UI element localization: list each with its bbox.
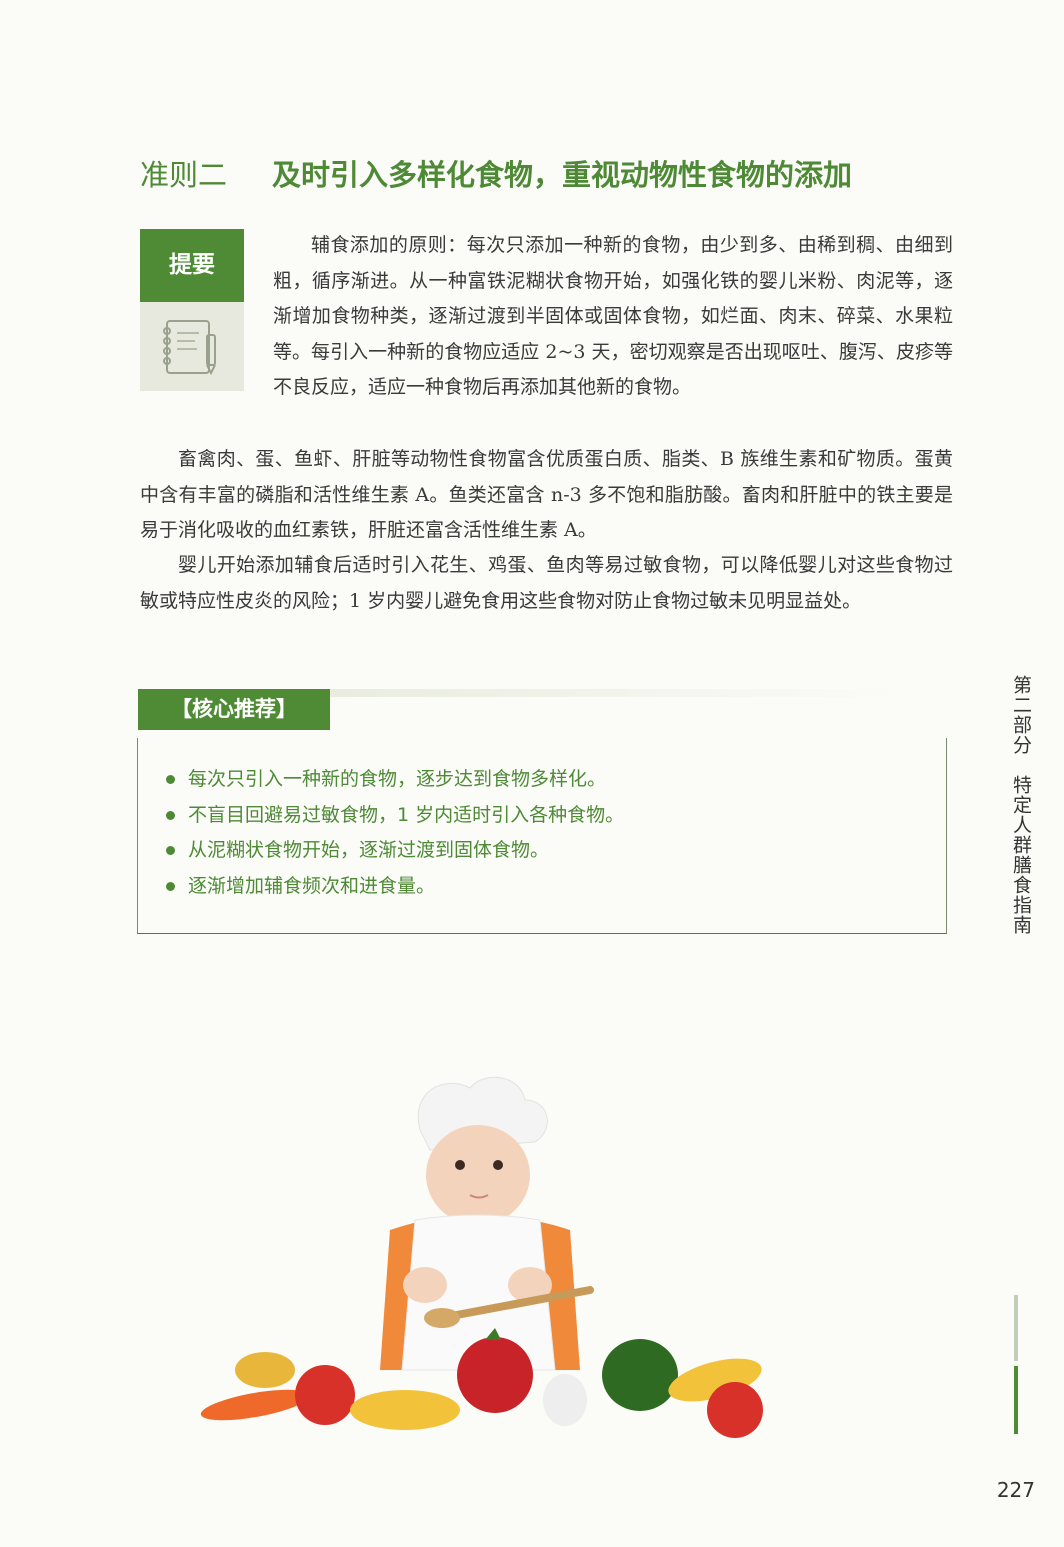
core-list: 每次只引入一种新的食物，逐步达到食物多样化。 不盲目回避易过敏食物，1 岁内适时… [138, 738, 946, 904]
core-item: 每次只引入一种新的食物，逐步达到食物多样化。 [166, 762, 946, 798]
core-item: 逐渐增加辅食频次和进食量。 [166, 869, 946, 905]
notebook-pen-icon [163, 319, 216, 375]
summary-box: 提要 [140, 229, 244, 391]
paragraph-3: 婴儿开始添加辅食后适时引入花生、鸡蛋、鱼肉等易过敏食物，可以降低婴儿对这些食物过… [140, 554, 953, 612]
baby-chef-vegetables-illustration [200, 1076, 763, 1438]
core-title-rule [330, 689, 908, 697]
core-item: 不盲目回避易过敏食物，1 岁内适时引入各种食物。 [166, 798, 946, 834]
section-heading: 准则二 及时引入多样化食物，重视动物性食物的添加 [140, 150, 960, 200]
rule-label: 准则二 [140, 158, 228, 192]
section-title: 及时引入多样化食物，重视动物性食物的添加 [272, 158, 853, 192]
paragraph-1: 辅食添加的原则：每次只添加一种新的食物，由少到多、由稀到稠、由细到粗，循序渐进。… [273, 234, 953, 398]
summary-label: 提要 [140, 229, 244, 302]
chapter-side-tab: 第二部分 特定人群膳食指南 [1010, 675, 1032, 935]
side-bar-light [1014, 1295, 1018, 1361]
side-bar-dark [1014, 1366, 1018, 1434]
page-number: 227 [996, 1478, 1035, 1502]
summary-icon-area [140, 302, 244, 391]
paragraph-2: 畜禽肉、蛋、鱼虾、肝脏等动物性食物富含优质蛋白质、脂类、B 族维生素和矿物质。蛋… [140, 448, 953, 541]
core-recommendation-box: 每次只引入一种新的食物，逐步达到食物多样化。 不盲目回避易过敏食物，1 岁内适时… [137, 738, 947, 934]
core-item: 从泥糊状食物开始，逐渐过渡到固体食物。 [166, 833, 946, 869]
core-recommendation-title: 【核心推荐】 [138, 689, 330, 730]
